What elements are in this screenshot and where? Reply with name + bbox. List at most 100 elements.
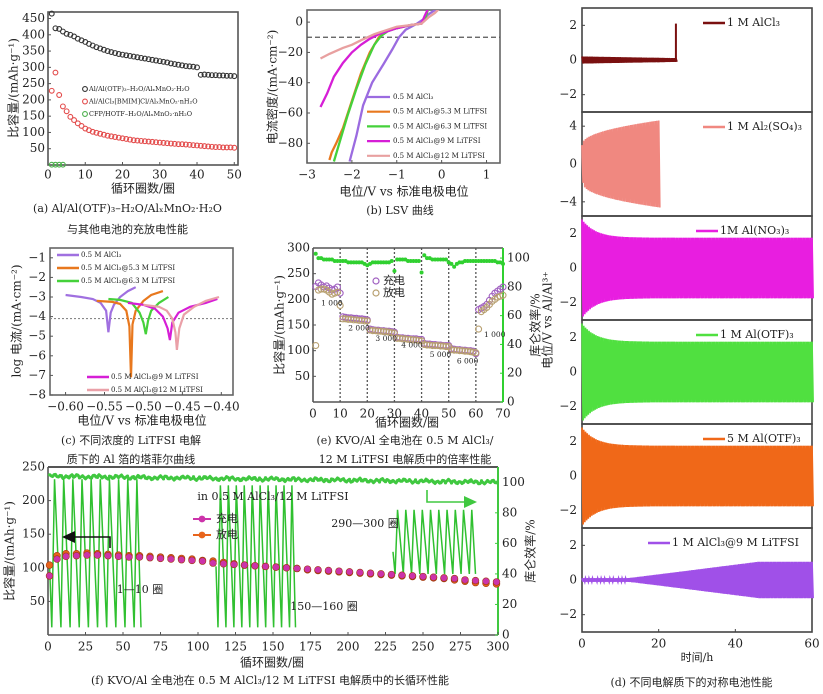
a-point-0 (138, 54, 145, 61)
c-legend-label: 0.5 M AlCl₃@5.3 M LiTFSI (81, 264, 175, 272)
f-left-arrow-head (62, 531, 75, 543)
e-legend-marker (372, 277, 380, 285)
f-xtick-label: 275 (449, 640, 472, 654)
b-xlabel: 电位/V vs 标准电极电位 (339, 184, 468, 199)
f-ytick-label: 250 (22, 460, 45, 474)
f-xtick-label: 100 (187, 640, 210, 654)
f-point-0 (219, 560, 228, 568)
a-point-0 (127, 52, 133, 59)
c-series-line-4 (143, 295, 220, 351)
f-ytick-label: 200 (22, 493, 45, 507)
f-ce-point (275, 476, 280, 481)
caption-c-line2: 质下的 Al 箔的塔菲尔曲线 (66, 453, 196, 466)
f-point-0 (471, 576, 480, 585)
f-point-0 (450, 574, 459, 583)
e-ylabel: 比容量/(mAh·g⁻¹) (272, 275, 287, 375)
a-point-1 (127, 136, 133, 143)
a-ytick-label: 350 (22, 44, 45, 58)
a-ytick-label: 200 (22, 92, 45, 106)
f-ce-point (113, 474, 118, 478)
c-xlabel: 电位/V vs 标准电极电位 (77, 413, 206, 428)
f-ce-point (473, 479, 478, 483)
f-ce-point (167, 476, 172, 481)
f-point-0 (366, 569, 375, 577)
b-legend-label: 0.5 M AlCl₃@5.3 M LiTFSI (393, 108, 487, 116)
d-ytick-label: 0 (569, 469, 577, 483)
b-xtick-label: −2 (343, 168, 361, 182)
e-ytick-right-label: 40 (507, 337, 522, 351)
a-legend-label: CFP/HOTF–H₂O/AlₓMnO₂·nH₂O (89, 110, 192, 118)
d-xtick-label: 60 (804, 637, 819, 651)
d-voltage-trace-1 (581, 120, 661, 208)
caption-c-line1: (c) 不同浓度的 LiTFSI 电解 (61, 434, 201, 447)
f-point-0 (230, 560, 238, 569)
a-point-1 (48, 87, 55, 94)
e-rate-label: 3 000 (375, 334, 397, 343)
a-legend-marker (82, 86, 88, 92)
d-ytick-label: 4 (569, 119, 577, 133)
a-ytick-label: 450 (22, 11, 45, 25)
e-ytick-right-label: 60 (507, 308, 522, 322)
a-point-1 (52, 69, 59, 76)
f-ce-point (347, 477, 352, 481)
f-point-0 (314, 566, 322, 574)
e-legend-label: 放电 (383, 285, 405, 299)
e-ce-point (452, 264, 457, 269)
f-ce-point (149, 477, 154, 481)
e-rate-label: 5 000 (430, 350, 452, 359)
d-legend-label: 1 M AlCl₃ (727, 16, 780, 29)
b-xtick-label: 0 (438, 168, 446, 182)
f-xtick-label: 200 (337, 640, 360, 654)
e-xtick-label: 10 (333, 407, 348, 421)
e-xtick-label: 60 (468, 407, 483, 421)
f-point-0 (72, 552, 81, 560)
a-point-1 (194, 142, 200, 149)
f-xtick-label: 50 (115, 640, 130, 654)
a-ytick-label: 50 (30, 141, 45, 155)
f-ce-point (239, 477, 244, 482)
f-point-0 (209, 559, 217, 567)
a-point-0 (48, 10, 55, 17)
f-xtick-label: 225 (374, 640, 397, 654)
f-xtick-label: 25 (78, 640, 93, 654)
a-point-1 (67, 113, 74, 120)
a-point-0 (231, 73, 238, 80)
f-point-0 (83, 551, 91, 559)
e-ce-point (389, 258, 394, 263)
c-ytick-label: −7 (28, 368, 46, 382)
a-point-1 (138, 137, 145, 144)
f-xtick-label: 175 (299, 640, 322, 654)
f-ce-point (251, 476, 256, 480)
f-point-0 (251, 562, 259, 570)
f-ce-point (185, 475, 190, 479)
f-xtick-label: 125 (224, 640, 247, 654)
caption-e-line2: 12 M LiTFSI 电解质中的倍率性能 (318, 453, 492, 466)
d-ytick-label: −2 (559, 399, 577, 413)
d-ytick-label: 0 (569, 573, 577, 587)
f-point-0 (398, 571, 406, 579)
a-point-1 (190, 142, 197, 149)
c-xtick-label: −0.45 (164, 400, 201, 414)
f-ce-point (59, 474, 64, 478)
e-rate-label: 6 000 (457, 356, 479, 365)
d-ytick-label: −2 (559, 295, 577, 309)
f-ce-point (371, 480, 376, 484)
a-point-1 (201, 143, 208, 150)
f-point-0 (461, 576, 469, 584)
a-point-1 (119, 135, 126, 142)
f-ce-point (65, 474, 70, 479)
f-inset-profile-1 (215, 485, 297, 628)
f-ce-point (491, 479, 496, 483)
f-point-0 (345, 568, 354, 576)
a-point-0 (197, 71, 204, 78)
a-point-0 (123, 52, 130, 59)
f-ce-point (455, 481, 460, 485)
a-point-0 (216, 72, 223, 79)
f-point-0 (240, 561, 249, 569)
f-point-1 (45, 561, 54, 569)
f-ce-point (125, 474, 130, 478)
c-xtick-label: −0.55 (86, 400, 123, 414)
caption-d: (d) 不同电解质下的对称电池性能 (610, 676, 773, 689)
a-ytick-label: 300 (22, 60, 45, 74)
f-ytick-right-label: 20 (502, 597, 517, 611)
